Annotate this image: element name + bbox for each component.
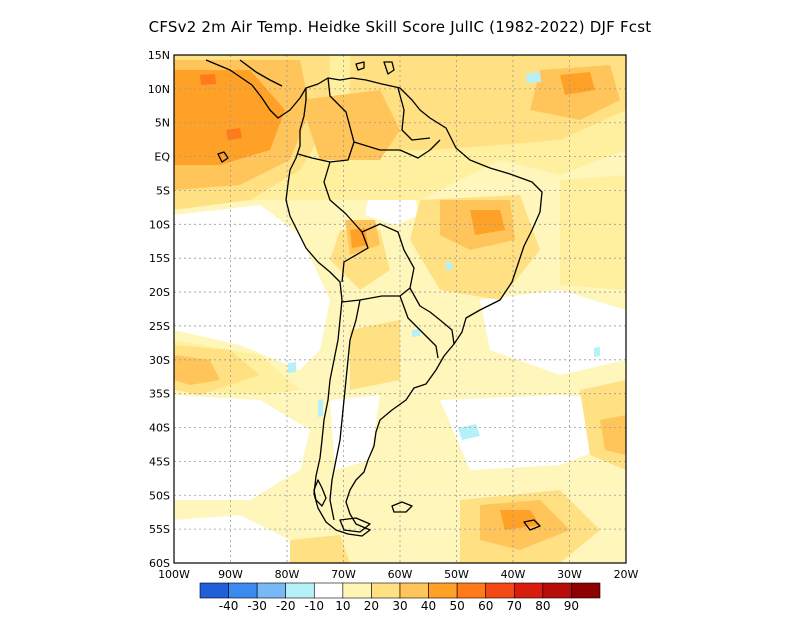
colorbar-swatch [571, 582, 601, 599]
skill-shading [174, 55, 626, 563]
colorbar-swatch [256, 582, 287, 599]
colorbar-label: 20 [364, 599, 379, 613]
colorbar-swatch [313, 582, 344, 599]
lat-tick-label: 20S [149, 286, 170, 299]
colorbar-swatch [228, 582, 258, 599]
colorbar-swatch [199, 582, 229, 599]
lon-tick-label: 20W [614, 568, 639, 581]
lat-tick-label: EQ [154, 151, 170, 164]
lat-tick-label: 50S [149, 489, 170, 502]
lon-tick-label: 30W [557, 568, 582, 581]
colorbar-swatch [399, 582, 429, 599]
map-title: CFSv2 2m Air Temp. Heidke Skill Score Ju… [148, 18, 652, 36]
colorbar-label: 40 [421, 599, 436, 613]
colorbar-label: 50 [450, 599, 465, 613]
colorbar-label: 90 [564, 599, 579, 613]
colorbar-label: 30 [392, 599, 407, 613]
lat-tick-label: 60S [149, 557, 170, 570]
colorbar-label: 10 [335, 599, 350, 613]
colorbar-label: -40 [219, 599, 239, 613]
colorbar-swatch [456, 582, 487, 599]
latitude-labels: 15N 10N 5N EQ 5S 10S 15S 20S 25S 30S 35S 40S 45S 50S 5… [148, 49, 171, 570]
lat-tick-label: 5S [156, 184, 170, 197]
colorbar-label: -10 [304, 599, 324, 613]
lon-tick-label: 50W [444, 568, 469, 581]
colorbar-swatch [428, 582, 458, 599]
colorbar-swatch [371, 582, 401, 599]
lat-tick-label: 30S [149, 354, 170, 367]
colorbar-swatch [285, 582, 315, 599]
plot-frame [173, 54, 627, 564]
lon-tick-label: 80W [275, 568, 300, 581]
colorbar-swatch [513, 582, 544, 599]
colorbar-label: 70 [507, 599, 522, 613]
coastlines [205, 59, 543, 537]
lat-tick-label: 15N [148, 49, 170, 62]
lat-tick-label: 25S [149, 320, 170, 333]
lat-tick-label: 10N [148, 83, 170, 96]
lon-tick-label: 70W [331, 568, 356, 581]
lon-tick-label: 40W [501, 568, 526, 581]
lat-tick-label: 45S [149, 455, 170, 468]
colorbar-swatch [342, 582, 372, 599]
lon-tick-label: 60W [388, 568, 413, 581]
lat-tick-label: 55S [149, 523, 170, 536]
colorbar-label: -20 [276, 599, 296, 613]
lat-tick-label: 40S [149, 422, 170, 435]
lon-tick-label: 100W [158, 568, 190, 581]
lon-tick-label: 90W [218, 568, 243, 581]
lat-tick-label: 5N [155, 117, 170, 130]
longitude-labels: 100W 90W 80W 70W 60W 50W 40W 30W 20W [158, 568, 638, 581]
lat-tick-label: 35S [149, 388, 170, 401]
gridlines [174, 55, 626, 563]
colorbar-swatch [485, 582, 515, 599]
colorbar-label: -30 [247, 599, 267, 613]
colorbar-label: 60 [478, 599, 493, 613]
lat-tick-label: 10S [149, 218, 170, 231]
lat-tick-label: 15S [149, 252, 170, 265]
colorbar: -40 -30 -20 -10 10 20 30 40 50 60 70 80 90 [199, 582, 601, 613]
colorbar-label: 80 [535, 599, 550, 613]
colorbar-swatch [542, 582, 572, 599]
